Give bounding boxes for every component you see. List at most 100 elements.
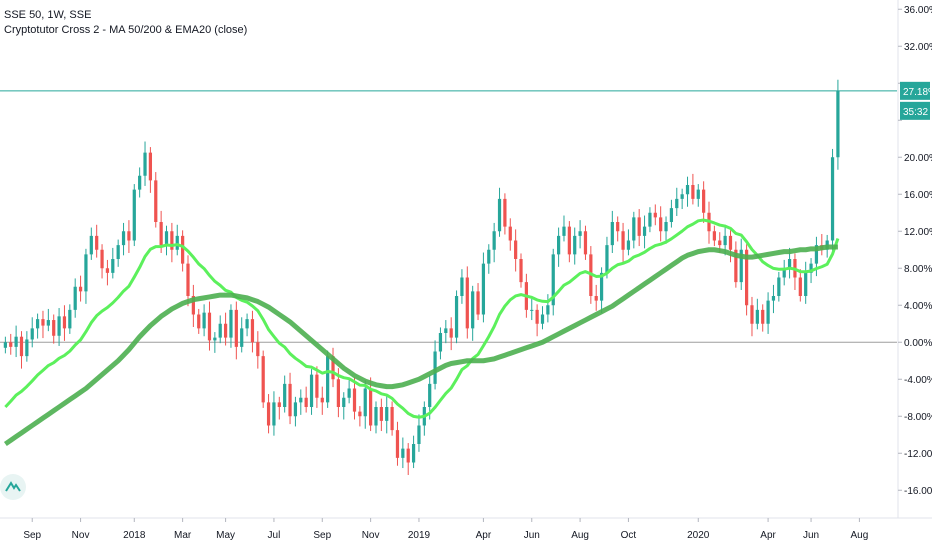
candle-up (3, 342, 7, 348)
candle-up (143, 152, 147, 176)
candle-up (497, 198, 502, 232)
candle-down (712, 231, 716, 241)
candle-up (347, 388, 351, 398)
candle-down (659, 217, 663, 232)
candle-down (336, 379, 341, 407)
candle-down (798, 277, 802, 296)
candle-up (428, 383, 432, 407)
y-tick-label: -8.00% (904, 412, 932, 423)
candle-up (540, 314, 545, 324)
candle-up (245, 319, 249, 329)
candle-up (460, 277, 464, 296)
candle-up (481, 263, 486, 315)
candle-up (739, 249, 743, 283)
legend: SSE 50, 1W, SSE Cryptotutor Cross 2 - MA… (4, 8, 247, 38)
candle-up (30, 328, 34, 340)
candle-down (583, 231, 588, 255)
candle-down (62, 316, 67, 329)
candle-down (358, 411, 362, 417)
candle-up (562, 226, 566, 236)
candle-up (610, 222, 614, 246)
candle-down (207, 312, 212, 341)
candle-up (175, 235, 179, 250)
legend-symbol-line[interactable]: SSE 50, 1W, SSE (4, 9, 92, 21)
candle-up (696, 189, 700, 199)
candle-down (261, 356, 265, 403)
candle-down (105, 268, 110, 273)
y-tick-label: 32.00% (904, 42, 932, 53)
x-tick-label: Apr (476, 530, 492, 541)
candle-up (401, 448, 405, 458)
candle-down (476, 291, 480, 315)
candle-down (19, 336, 24, 357)
candle-up (664, 222, 668, 232)
price-label: 27.18% (903, 87, 932, 98)
candle-down (315, 374, 319, 398)
candle-up (229, 309, 233, 338)
candle-down (734, 249, 738, 283)
candle-down (331, 356, 335, 380)
candle-up (492, 231, 496, 250)
candle-down (95, 235, 99, 250)
x-tick-label: Apr (760, 530, 776, 541)
candle-up (546, 305, 550, 315)
x-tick-label: Nov (72, 530, 90, 541)
candle-up (471, 291, 475, 329)
candle-down (637, 217, 641, 236)
candle-up (164, 231, 169, 246)
candle-down (594, 296, 598, 301)
candle-up (438, 333, 443, 352)
candle-up (89, 235, 93, 255)
candle-up (25, 339, 29, 357)
candle-up (35, 319, 40, 329)
candle-down (352, 388, 357, 412)
candle-up (556, 235, 561, 255)
candle-up (573, 235, 577, 255)
candle-up (830, 157, 835, 241)
candle-down (395, 430, 400, 458)
legend-indicator-line[interactable]: Cryptotutor Cross 2 - MA 50/200 & EMA20 … (4, 24, 248, 36)
y-tick-label: 8.00% (904, 264, 932, 275)
candle-down (621, 231, 625, 250)
y-tick-label: 36.00% (904, 5, 932, 16)
x-tick-label: Sep (313, 530, 331, 541)
candle-up (218, 323, 222, 338)
candle-down (304, 397, 308, 407)
candle-up (46, 320, 50, 326)
tradingview-logo-icon[interactable] (0, 474, 26, 500)
candle-up (444, 328, 448, 333)
price-label-bg (900, 81, 930, 100)
candle-down (154, 180, 158, 222)
candle-up (680, 194, 684, 199)
candle-up (121, 231, 126, 246)
candle-up (578, 231, 582, 236)
candle-up (240, 328, 244, 347)
x-tick-label: Jun (524, 530, 540, 541)
candle-up (202, 312, 206, 329)
candle-down (567, 226, 571, 255)
candle-up (309, 374, 314, 407)
candle-down (170, 231, 174, 250)
x-tick-label: 2019 (408, 530, 431, 541)
candle-down (191, 296, 195, 315)
candle-up (132, 189, 136, 241)
candle-up (530, 309, 534, 311)
candle-up (777, 277, 781, 296)
candle-up (363, 388, 367, 417)
x-tick-label: Sep (23, 530, 41, 541)
candle-down (750, 305, 754, 324)
candle-up (642, 226, 647, 236)
y-tick-label: 4.00% (904, 301, 932, 312)
candle-up (293, 402, 298, 417)
y-tick-label: -12.00% (904, 449, 932, 460)
candle-up (68, 309, 72, 329)
candle-up (836, 90, 840, 158)
candle-up (669, 208, 674, 222)
candle-down (9, 342, 13, 347)
candle-down (728, 235, 733, 250)
candle-down (52, 320, 56, 336)
candle-up (755, 309, 759, 324)
candle-up (454, 296, 459, 338)
candle-down (503, 198, 507, 227)
x-tick-label: May (216, 530, 235, 541)
